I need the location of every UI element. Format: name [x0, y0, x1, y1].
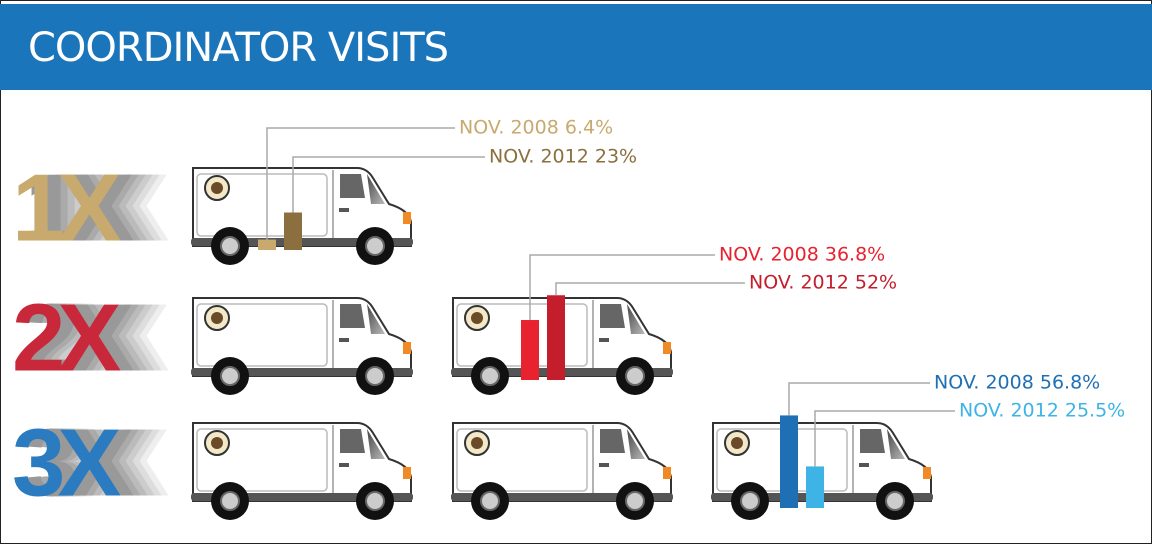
count-shadow: 3X: [60, 409, 169, 516]
bar: [258, 239, 276, 250]
value-label: NOV. 2008 36.8%: [719, 244, 885, 266]
van: [190, 422, 414, 520]
bar: [780, 415, 798, 508]
leader-line: [266, 127, 455, 240]
bar: [521, 320, 539, 380]
header: [0, 4, 1152, 90]
leader-line: [788, 382, 930, 416]
count-shadow: 3X: [32, 409, 141, 516]
count-shadow: 2X: [53, 284, 162, 391]
count-shadow: 2X: [32, 284, 141, 391]
van: [450, 422, 674, 520]
bar: [547, 295, 565, 380]
bar: [284, 212, 302, 250]
count-shadow: 3X: [39, 409, 148, 516]
value-label: NOV. 2012 23%: [489, 146, 637, 168]
leader-line: [292, 156, 485, 213]
leader-line: [529, 254, 715, 321]
count-shadow: 1X: [53, 154, 162, 261]
count-shadow: 3X: [53, 409, 162, 516]
count-shadow: 1X: [60, 154, 169, 261]
count-shadow: 1X: [32, 154, 141, 261]
value-label: NOV. 2008 56.8%: [934, 372, 1100, 394]
value-label: NOV. 2012 25.5%: [959, 400, 1125, 422]
count-label: 3X: [12, 409, 121, 516]
value-label: NOV. 2008 6.4%: [459, 117, 613, 139]
count-shadow: 2X: [60, 284, 169, 391]
count-shadow: 3X: [25, 409, 134, 516]
count-shadow: 2X: [46, 284, 155, 391]
count-label: 2X: [12, 284, 121, 391]
van: [190, 297, 414, 395]
count-shadow: 2X: [39, 284, 148, 391]
count-label: 1X: [12, 154, 121, 261]
count-shadow: 1X: [25, 154, 134, 261]
count-shadow: 1X: [39, 154, 148, 261]
leader-line: [555, 282, 745, 296]
count-shadow: 1X: [46, 154, 155, 261]
title: COORDINATOR VISITS: [28, 25, 448, 71]
bar: [806, 466, 824, 508]
count-shadow: 2X: [25, 284, 134, 391]
count-shadow: 3X: [46, 409, 155, 516]
leader-line: [814, 410, 955, 467]
value-label: NOV. 2012 52%: [749, 272, 897, 294]
